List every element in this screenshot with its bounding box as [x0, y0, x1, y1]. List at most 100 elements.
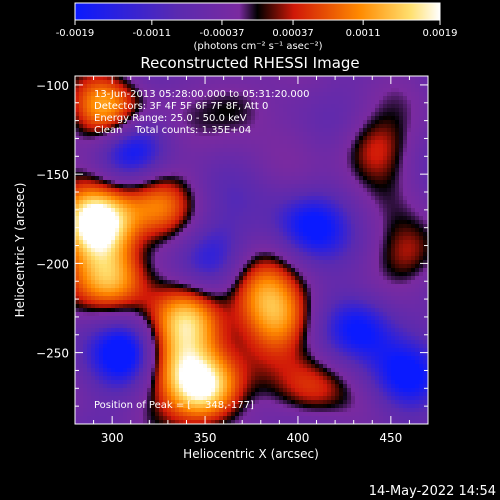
heatmap-cell	[143, 284, 148, 289]
heatmap-cell	[75, 240, 80, 245]
heatmap-cell	[411, 292, 416, 297]
heatmap-cell	[243, 120, 248, 125]
heatmap-cell	[191, 112, 196, 117]
heatmap-cell	[415, 288, 420, 293]
heatmap-cell	[271, 128, 276, 133]
heatmap-cell	[99, 192, 104, 197]
heatmap-cell	[163, 196, 168, 201]
heatmap-cell	[191, 232, 196, 237]
heatmap-cell	[347, 204, 352, 209]
heatmap-cell	[315, 208, 320, 213]
heatmap-cell	[399, 96, 404, 101]
heatmap-cell	[155, 100, 160, 105]
heatmap-cell	[411, 120, 416, 125]
heatmap-cell	[423, 100, 428, 105]
heatmap-cell	[135, 208, 140, 213]
heatmap-cell	[103, 108, 108, 113]
heatmap-cell	[183, 240, 188, 245]
heatmap-cell	[375, 144, 380, 149]
heatmap-cell	[295, 108, 300, 113]
heatmap-cell	[143, 124, 148, 129]
heatmap-cell	[291, 160, 296, 165]
heatmap-cell	[231, 208, 236, 213]
heatmap-cell	[327, 172, 332, 177]
heatmap-cell	[343, 188, 348, 193]
heatmap-cell	[339, 124, 344, 129]
heatmap-cell	[251, 204, 256, 209]
heatmap-cell	[95, 96, 100, 101]
heatmap-cell	[171, 276, 176, 281]
heatmap-cell	[99, 180, 104, 185]
heatmap-cell	[191, 224, 196, 229]
heatmap-cell	[99, 164, 104, 169]
heatmap-cell	[319, 164, 324, 169]
heatmap-cell	[387, 264, 392, 269]
heatmap-cell	[131, 172, 136, 177]
heatmap-cell	[407, 264, 412, 269]
heatmap-cell	[203, 292, 208, 297]
heatmap-cell	[163, 288, 168, 293]
heatmap-cell	[235, 284, 240, 289]
heatmap-cell	[255, 232, 260, 237]
heatmap-cell	[387, 268, 392, 273]
heatmap-cell	[143, 128, 148, 133]
heatmap-cell	[79, 184, 84, 189]
heatmap-cell	[415, 276, 420, 281]
heatmap-cell	[115, 264, 120, 269]
heatmap-cell	[375, 148, 380, 153]
heatmap-cell	[355, 124, 360, 129]
heatmap-cell	[387, 156, 392, 161]
heatmap-cell	[79, 280, 84, 285]
heatmap-cell	[387, 172, 392, 177]
heatmap-cell	[255, 76, 260, 81]
heatmap-cell	[311, 260, 316, 265]
heatmap-cell	[283, 200, 288, 205]
heatmap-cell	[227, 268, 232, 273]
heatmap-cell	[263, 140, 268, 145]
heatmap-cell	[283, 136, 288, 141]
heatmap-cell	[351, 264, 356, 269]
heatmap-cell	[83, 88, 88, 93]
heatmap-cell	[207, 160, 212, 165]
heatmap-cell	[359, 148, 364, 153]
heatmap-cell	[219, 196, 224, 201]
heatmap-cell	[259, 200, 264, 205]
heatmap-cell	[139, 136, 144, 141]
heatmap-cell	[235, 212, 240, 217]
heatmap-cell	[207, 100, 212, 105]
heatmap-cell	[251, 92, 256, 97]
heatmap-cell	[219, 152, 224, 157]
heatmap-cell	[163, 88, 168, 93]
heatmap-cell	[279, 172, 284, 177]
heatmap-cell	[275, 224, 280, 229]
heatmap-cell	[399, 204, 404, 209]
heatmap-cell	[259, 284, 264, 289]
heatmap-cell	[155, 188, 160, 193]
heatmap-cell	[75, 180, 80, 185]
heatmap-cell	[139, 296, 144, 301]
heatmap-cell	[219, 144, 224, 149]
heatmap-cell	[75, 196, 80, 201]
heatmap-cell	[179, 156, 184, 161]
heatmap-cell	[227, 248, 232, 253]
heatmap-cell	[203, 232, 208, 237]
heatmap-cell	[195, 104, 200, 109]
heatmap-cell	[371, 128, 376, 133]
heatmap-cell	[75, 272, 80, 277]
heatmap-cell	[151, 96, 156, 101]
heatmap-cell	[131, 248, 136, 253]
heatmap-cell	[275, 292, 280, 297]
heatmap-cell	[127, 88, 132, 93]
heatmap-cell	[199, 80, 204, 85]
heatmap-cell	[183, 268, 188, 273]
heatmap-cell	[119, 184, 124, 189]
heatmap-cell	[323, 240, 328, 245]
heatmap-cell	[291, 176, 296, 181]
heatmap-cell	[399, 284, 404, 289]
heatmap-cell	[159, 136, 164, 141]
heatmap-cell	[131, 136, 136, 141]
heatmap-cell	[147, 228, 152, 233]
heatmap-cell	[275, 168, 280, 173]
heatmap-cell	[215, 132, 220, 137]
heatmap-cell	[307, 184, 312, 189]
